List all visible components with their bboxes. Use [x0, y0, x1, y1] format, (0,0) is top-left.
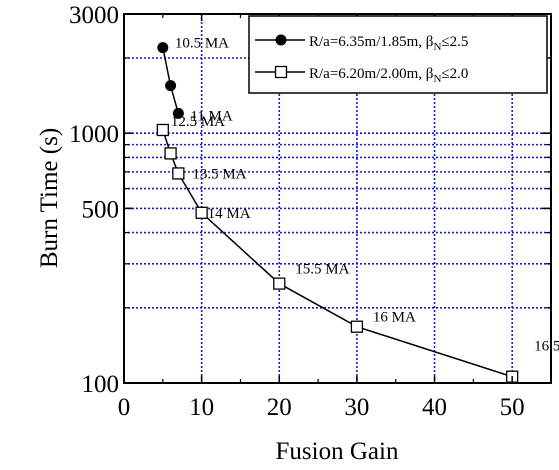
x-tick-label: 20 — [267, 394, 292, 421]
data-point-circle — [165, 80, 177, 92]
data-point-square — [350, 320, 364, 333]
data-label: 11 MA — [190, 108, 233, 124]
x-tick-label: 40 — [422, 394, 447, 421]
data-label: 14 MA — [208, 206, 251, 222]
data-point-square — [273, 277, 286, 290]
legend-box — [248, 15, 548, 94]
legend-entry-label: R/a=6.35m/1.85m, βN≤2.5 — [309, 34, 468, 53]
data-label: 13.5 MA — [192, 166, 246, 182]
legend-marker-circle — [275, 34, 287, 46]
data-point-circle — [172, 107, 184, 119]
y-tick-label: 1000 — [69, 121, 119, 148]
data-label: 10.5 MA — [175, 36, 229, 52]
plot-frame — [123, 13, 552, 384]
data-point-circle — [157, 42, 169, 54]
y-tick-label: 3000 — [69, 2, 119, 29]
x-axis-title: Fusion Gain — [276, 438, 399, 465]
y-tick-label: 500 — [82, 196, 120, 223]
y-axis-title: Burn Time (s) — [36, 128, 63, 268]
series-markers — [156, 42, 519, 383]
legend-entry-label: R/a=6.20m/2.00m, βN≤2.0 — [309, 66, 468, 85]
data-label: 15.5 MA — [295, 262, 349, 278]
data-label: 16.5 MA — [534, 339, 559, 355]
data-label: 12.5 MA — [171, 114, 225, 130]
x-tick-label: 30 — [344, 394, 369, 421]
x-tick-label: 10 — [189, 394, 214, 421]
axis-ticks: 0 10 20 30 40 50 100 500 1000 3000 — [69, 2, 551, 421]
legend-marker-square — [274, 65, 288, 79]
data-point-square — [195, 206, 208, 219]
x-tick-label: 0 — [118, 394, 131, 421]
legend: R/a=6.35m/1.85m, βN≤2.5 R/a=6.20m/2.00m, … — [248, 15, 548, 94]
y-tick-label: 100 — [82, 371, 120, 398]
x-tick-label: 50 — [500, 394, 525, 421]
data-point-square — [172, 167, 185, 180]
data-point-square — [164, 147, 177, 160]
data-label: 16 MA — [373, 310, 416, 326]
data-point-square — [156, 123, 169, 137]
